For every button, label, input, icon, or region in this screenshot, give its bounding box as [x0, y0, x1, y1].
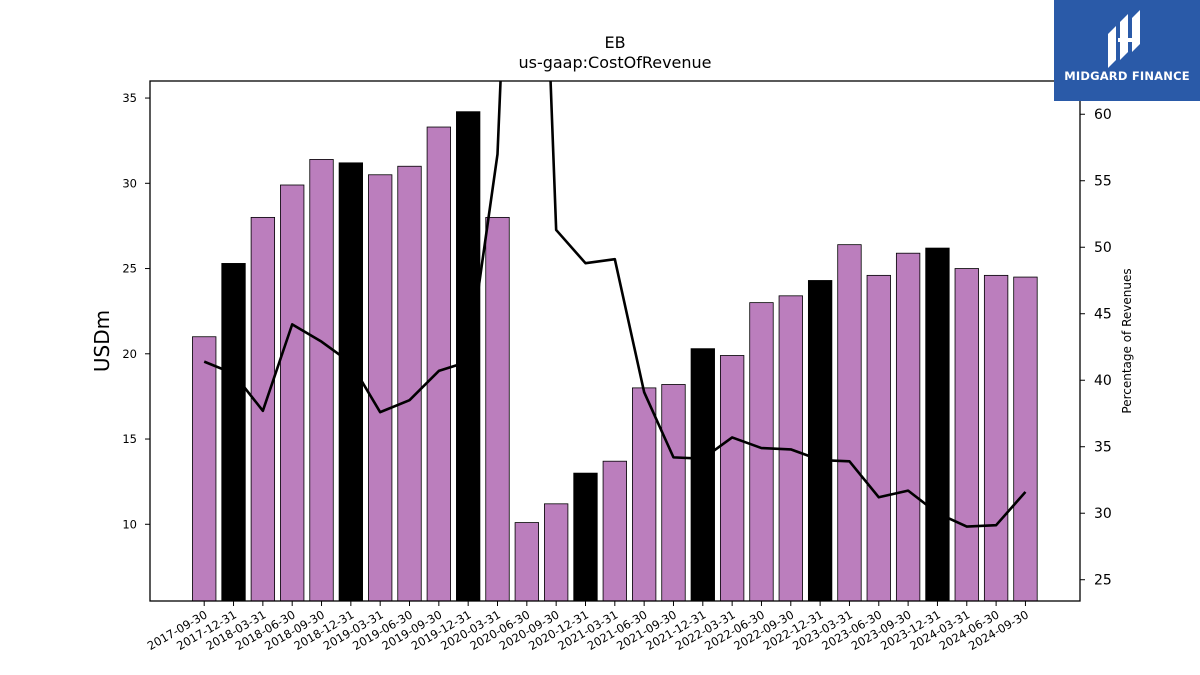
- bar-2024-09-30: [1013, 276, 1038, 602]
- bar-2021-03-31: [602, 460, 627, 602]
- midgard-logo-icon: [1108, 10, 1140, 68]
- y2-tick-label: 45: [1094, 307, 1112, 323]
- bar-2021-12-31: [690, 348, 715, 602]
- y2-tick-label: 30: [1094, 506, 1112, 522]
- y2-tick-label: 25: [1094, 573, 1112, 589]
- chart-subtitle: us-gaap:CostOfRevenue: [518, 53, 711, 72]
- bar-2023-03-31: [837, 244, 862, 602]
- bar-2022-12-31: [807, 280, 833, 602]
- bar-2021-09-30: [661, 384, 686, 602]
- y-tick-label: 25: [122, 262, 137, 276]
- bars-layer: [192, 111, 1038, 602]
- y2-tick-label: 50: [1094, 240, 1112, 256]
- bar-2019-03-31: [368, 174, 393, 602]
- percentage-line: [203, 81, 1027, 528]
- y-tick-label: 10: [122, 517, 137, 531]
- bar-2018-09-30: [309, 159, 334, 602]
- y-tick-label: 35: [122, 91, 137, 105]
- bar-2020-03-31: [485, 216, 510, 602]
- y2-tick-label: 55: [1094, 174, 1112, 190]
- brand-logo: MIDGARD FINANCE: [1054, 0, 1200, 101]
- bar-2023-09-30: [895, 252, 921, 602]
- bar-2020-09-30: [544, 503, 569, 602]
- bar-2017-09-30: [192, 336, 217, 602]
- bar-2024-06-30: [983, 274, 1009, 602]
- bar-2022-03-31: [719, 355, 745, 602]
- y2-tick-label: 40: [1094, 373, 1112, 389]
- bar-2021-06-30: [632, 387, 657, 602]
- bar-2018-06-30: [280, 184, 305, 602]
- y-tick-label: 20: [122, 347, 137, 361]
- bar-2024-03-31: [954, 268, 979, 602]
- y2-tick-label: 35: [1094, 440, 1112, 456]
- line-layer: [203, 81, 1027, 528]
- bar-2020-06-30: [514, 522, 539, 602]
- bar-2019-06-30: [397, 165, 422, 602]
- bar-2022-06-30: [749, 302, 774, 602]
- brand-name: MIDGARD FINANCE: [1064, 69, 1190, 83]
- right-axis: 25 30 35 40 45 50 55 60: [1080, 107, 1112, 589]
- y-tick-label: 15: [122, 432, 137, 446]
- y2-tick-label: 60: [1094, 107, 1112, 123]
- y-axis-label: USDm: [90, 310, 114, 372]
- bar-2020-12-31: [573, 472, 598, 602]
- bar-2023-12-31: [925, 247, 950, 602]
- bar-2023-06-30: [866, 274, 891, 602]
- bar-2019-09-30: [426, 126, 451, 602]
- chart-title: EB: [604, 33, 625, 52]
- bar-2017-12-31: [221, 263, 246, 602]
- y-tick-label: 30: [122, 176, 137, 190]
- y2-axis-label: Percentage of Revenues: [1120, 268, 1134, 413]
- x-axis: 2017-09-302017-12-312018-03-312018-06-30…: [145, 601, 1031, 653]
- bar-2018-12-31: [338, 162, 364, 602]
- left-axis: 10 15 20 25 30 35: [122, 91, 150, 531]
